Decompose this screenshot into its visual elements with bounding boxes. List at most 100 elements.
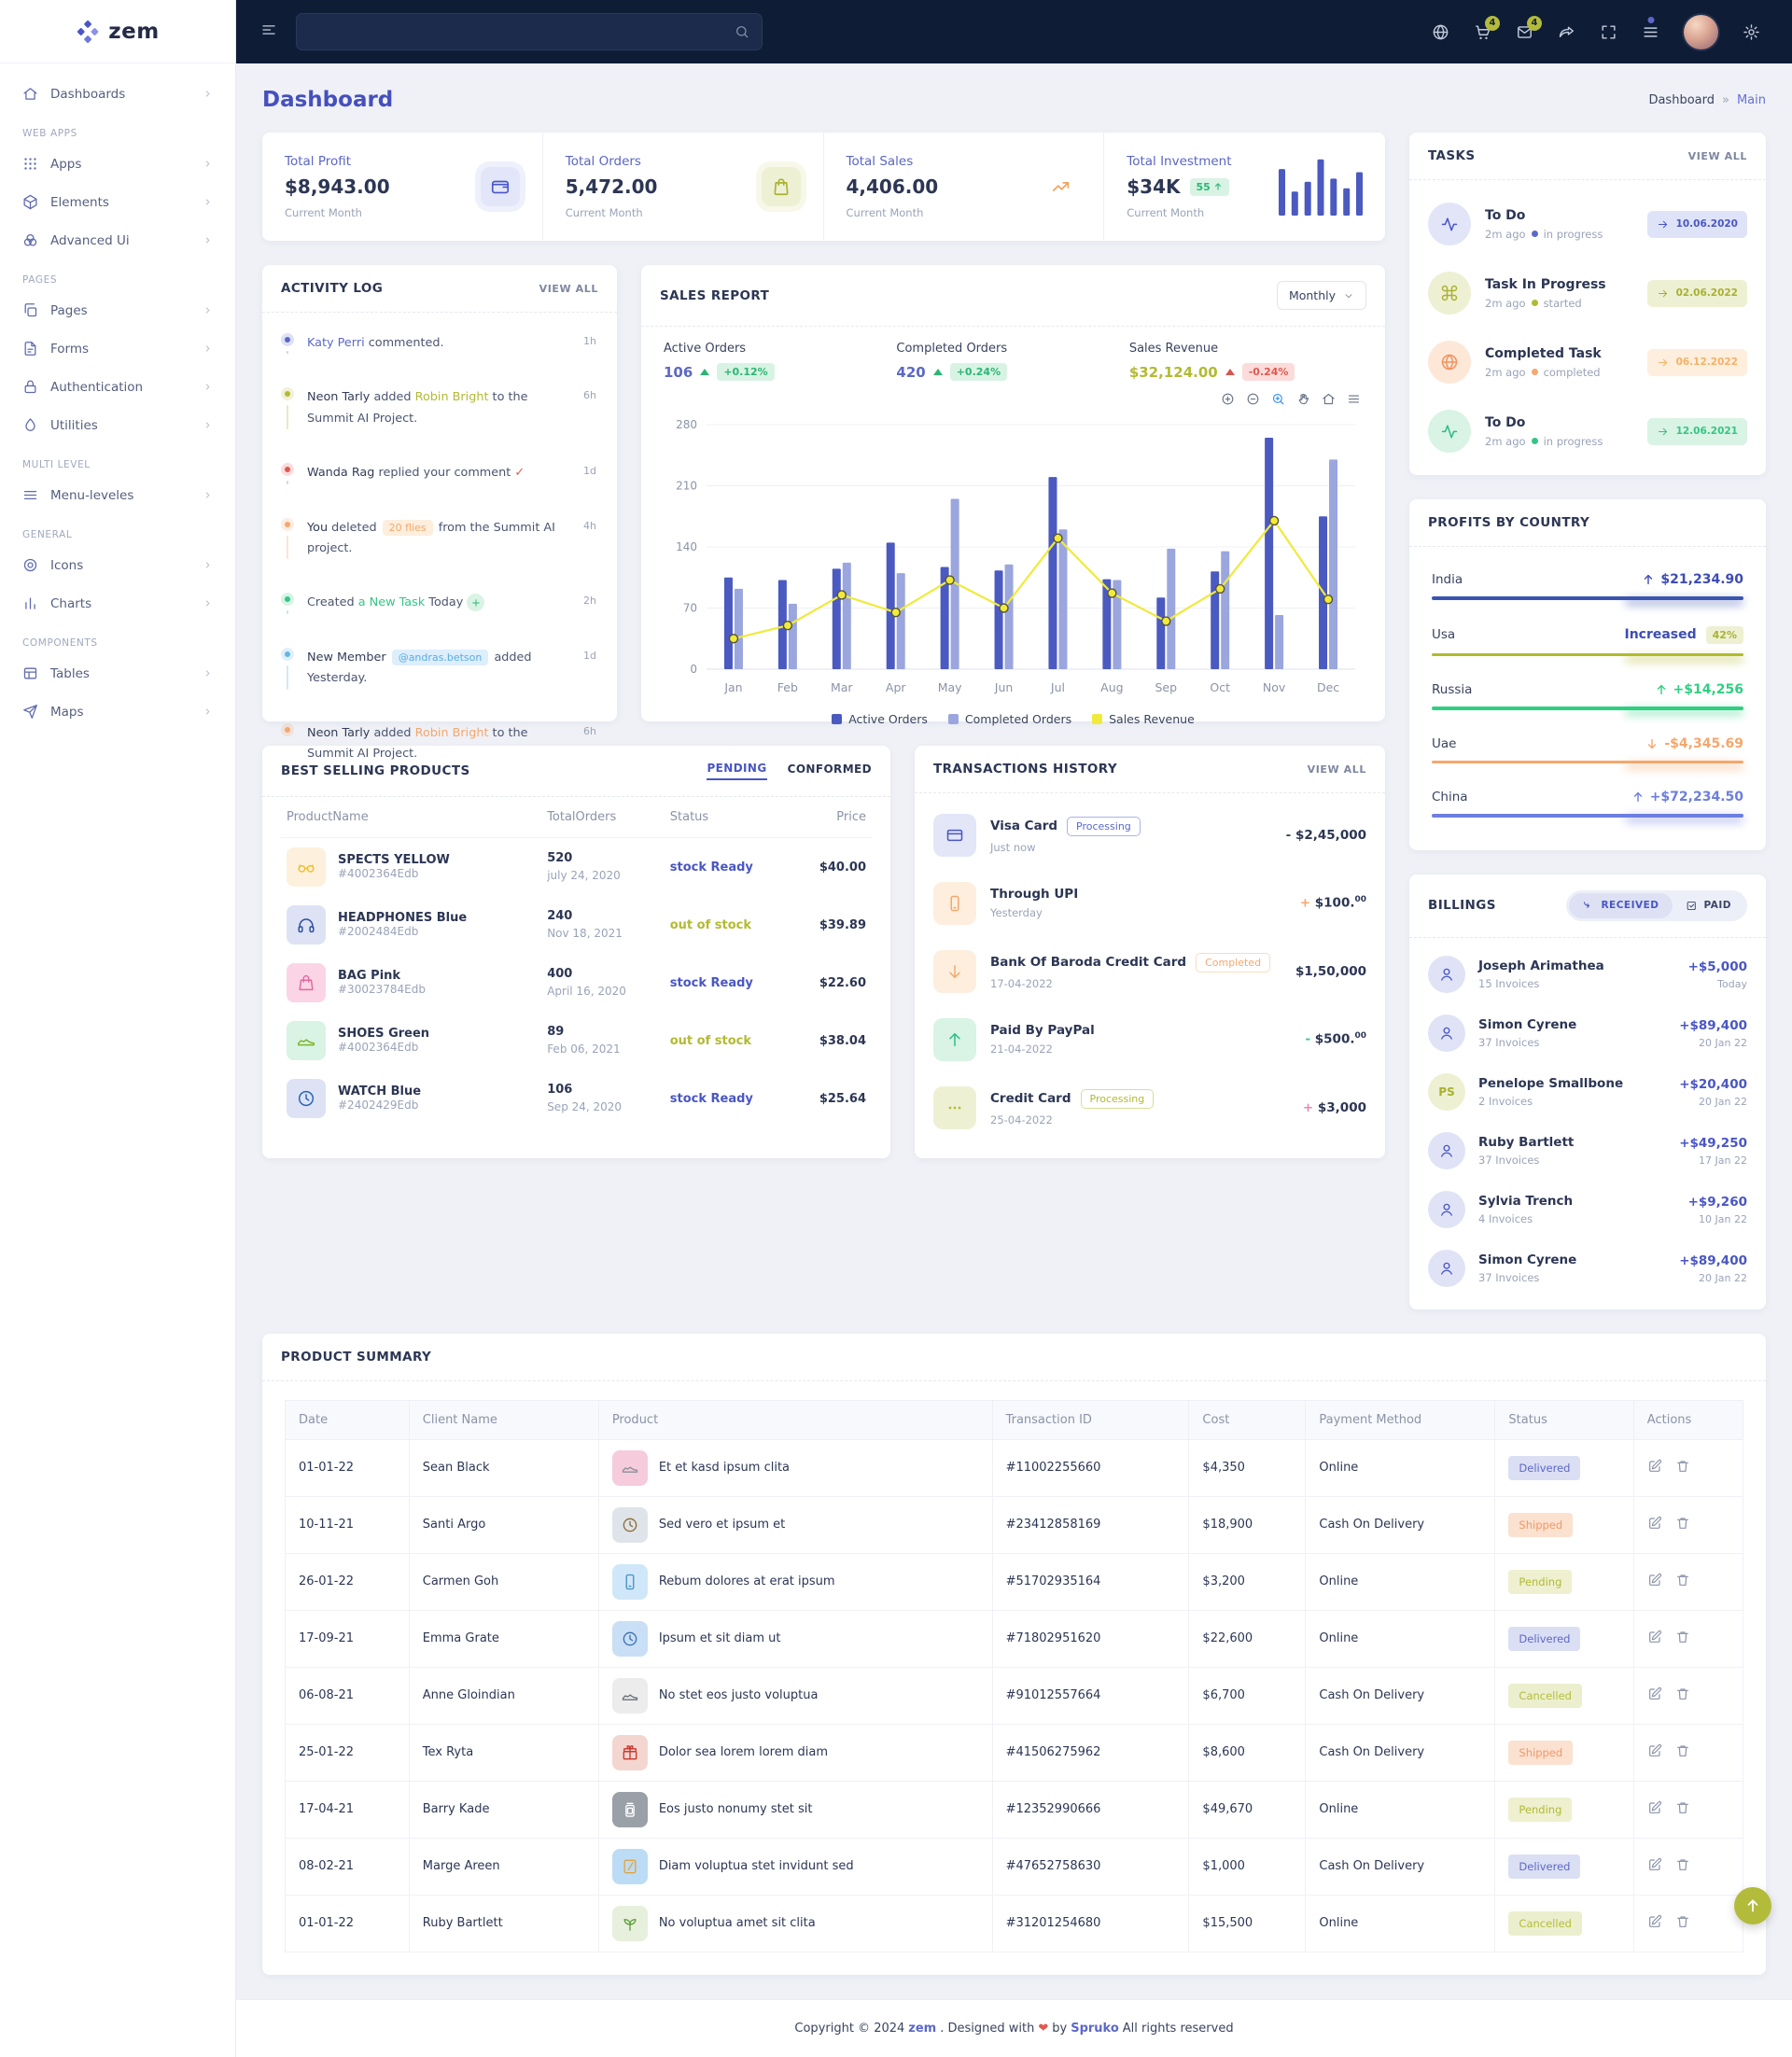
arrow-down-icon xyxy=(945,962,964,981)
header-globe-button[interactable] xyxy=(1424,16,1457,49)
breadcrumb-dashboard[interactable]: Dashboard xyxy=(1648,93,1715,107)
billings-tab-received[interactable]: RECEIVED xyxy=(1569,893,1672,918)
sidebar-item-apps[interactable]: Apps xyxy=(19,145,217,183)
billings-tab-paid[interactable]: PAID xyxy=(1673,893,1744,918)
delete-row-button[interactable] xyxy=(1675,1743,1690,1762)
user-icon xyxy=(1438,1142,1455,1159)
user-avatar-icon xyxy=(1428,1015,1465,1052)
legend-active-orders[interactable]: Active Orders xyxy=(832,712,928,726)
transaction-status-badge: Completed xyxy=(1196,953,1270,973)
trend-icon xyxy=(1051,176,1071,197)
header-gear-button[interactable] xyxy=(1735,16,1768,49)
delete-row-button[interactable] xyxy=(1675,1459,1690,1477)
header-mail-button[interactable]: 4 xyxy=(1508,16,1541,49)
footer-brand[interactable]: zem xyxy=(908,2022,936,2036)
legend-completed-orders[interactable]: Completed Orders xyxy=(948,712,1071,726)
chart-home-reset-button[interactable] xyxy=(1322,392,1336,410)
tab-pending[interactable]: PENDING xyxy=(707,762,766,780)
home-icon xyxy=(22,86,38,102)
transaction-amount: + $100.00 xyxy=(1300,895,1366,911)
scroll-to-top-button[interactable] xyxy=(1734,1887,1771,1924)
page-content: Dashboard Dashboard » Main Total Profit$… xyxy=(236,63,1792,1975)
edit-row-button[interactable] xyxy=(1647,1914,1662,1933)
tasks-view-all-button[interactable]: VIEW ALL xyxy=(1688,150,1747,162)
header-expand-button[interactable] xyxy=(1592,16,1625,49)
sidebar-item-icons[interactable]: Icons xyxy=(19,546,217,584)
sidebar-item-authentication[interactable]: Authentication xyxy=(19,368,217,406)
svg-text:Aug: Aug xyxy=(1100,680,1123,694)
chart-zoom-out-circle-button[interactable] xyxy=(1246,392,1260,410)
task-type-icon-bubble xyxy=(1428,410,1471,453)
sidebar-item-elements[interactable]: Elements xyxy=(19,183,217,221)
chev-icon xyxy=(203,598,213,609)
total-profit-icon-bubble xyxy=(481,167,520,206)
search-input[interactable] xyxy=(309,25,735,39)
task-date-button[interactable]: 12.06.2021 xyxy=(1647,418,1747,445)
breadcrumb-main[interactable]: Main xyxy=(1737,93,1766,107)
sidebar-section-heading: GENERAL xyxy=(22,529,213,540)
delete-row-button[interactable] xyxy=(1675,1914,1690,1933)
edit-row-button[interactable] xyxy=(1647,1800,1662,1819)
edit-row-button[interactable] xyxy=(1647,1857,1662,1876)
edit-row-button[interactable] xyxy=(1647,1516,1662,1534)
chart-zoom-select-button[interactable] xyxy=(1271,392,1285,410)
sidebar-item-utilities[interactable]: Utilities xyxy=(19,406,217,444)
sidebar-toggle-button[interactable] xyxy=(260,21,277,42)
edit-icon xyxy=(1647,1573,1662,1588)
glasses-icon xyxy=(296,857,316,877)
delete-row-button[interactable] xyxy=(1675,1857,1690,1876)
percent-badge: 42% xyxy=(1706,626,1743,644)
sidebar-item-forms[interactable]: Forms xyxy=(19,329,217,368)
activity-time: 6h xyxy=(583,389,596,401)
chart-menu-export-button[interactable] xyxy=(1347,392,1361,410)
command-icon xyxy=(1440,284,1459,302)
range-select[interactable]: Monthly xyxy=(1277,281,1366,310)
legend-sales-revenue[interactable]: Sales Revenue xyxy=(1092,712,1195,726)
activity-view-all-button[interactable]: VIEW ALL xyxy=(539,283,598,295)
sidebar-item-maps[interactable]: Maps xyxy=(19,693,217,731)
header-share-button[interactable] xyxy=(1550,16,1583,49)
chart-zoom-in-circle-button[interactable] xyxy=(1221,392,1235,410)
task-date-button[interactable]: 06.12.2022 xyxy=(1647,349,1747,376)
order-status-badge: Delivered xyxy=(1508,1854,1580,1879)
sidebar-item-pages[interactable]: Pages xyxy=(19,291,217,329)
forms-icon xyxy=(22,341,38,357)
edit-row-button[interactable] xyxy=(1647,1630,1662,1648)
sidebar-item-tables[interactable]: Tables xyxy=(19,654,217,693)
summary-col-transaction-id: Transaction ID xyxy=(992,1400,1189,1439)
sidebar-item-advanced-ui[interactable]: Advanced Ui xyxy=(19,221,217,259)
edit-row-button[interactable] xyxy=(1647,1743,1662,1762)
header-cart-button[interactable]: 4 xyxy=(1466,16,1499,49)
delete-row-button[interactable] xyxy=(1675,1516,1690,1534)
tab-conformed[interactable]: CONFORMED xyxy=(788,763,872,779)
auth-icon xyxy=(22,379,38,395)
sidebar-item-dashboards[interactable]: Dashboards xyxy=(19,75,217,113)
sidebar-item-menu-leveles[interactable]: Menu-leveles xyxy=(19,476,217,514)
delete-row-button[interactable] xyxy=(1675,1630,1690,1648)
transaction-type-icon-bubble xyxy=(933,882,976,925)
task-date-button[interactable]: 10.06.2020 xyxy=(1647,211,1747,238)
profit-row-india: India$21,234.90 xyxy=(1432,560,1743,614)
task-date-button[interactable]: 02.06.2022 xyxy=(1647,280,1747,307)
edit-row-button[interactable] xyxy=(1647,1573,1662,1591)
header-list-button[interactable] xyxy=(1634,16,1667,49)
billings-title: BILLINGS xyxy=(1428,898,1496,913)
logo[interactable]: zem xyxy=(0,0,235,63)
activity-item: You deleted 20 flies from the Summit AI … xyxy=(281,518,598,594)
avatar[interactable] xyxy=(1676,7,1726,57)
chart-pan-hand-button[interactable] xyxy=(1296,392,1310,410)
transactions-view-all-button[interactable]: VIEW ALL xyxy=(1308,763,1366,776)
sidebar-item-charts[interactable]: Charts xyxy=(19,584,217,623)
zem-logo-icon xyxy=(76,20,100,44)
edit-row-button[interactable] xyxy=(1647,1459,1662,1477)
delete-row-button[interactable] xyxy=(1675,1573,1690,1591)
chev-icon xyxy=(203,382,213,392)
delete-row-button[interactable] xyxy=(1675,1686,1690,1705)
footer-spruko-link[interactable]: Spruko xyxy=(1071,2022,1119,2036)
arrow-up-icon xyxy=(1655,683,1668,696)
delete-row-button[interactable] xyxy=(1675,1800,1690,1819)
edit-row-button[interactable] xyxy=(1647,1686,1662,1705)
